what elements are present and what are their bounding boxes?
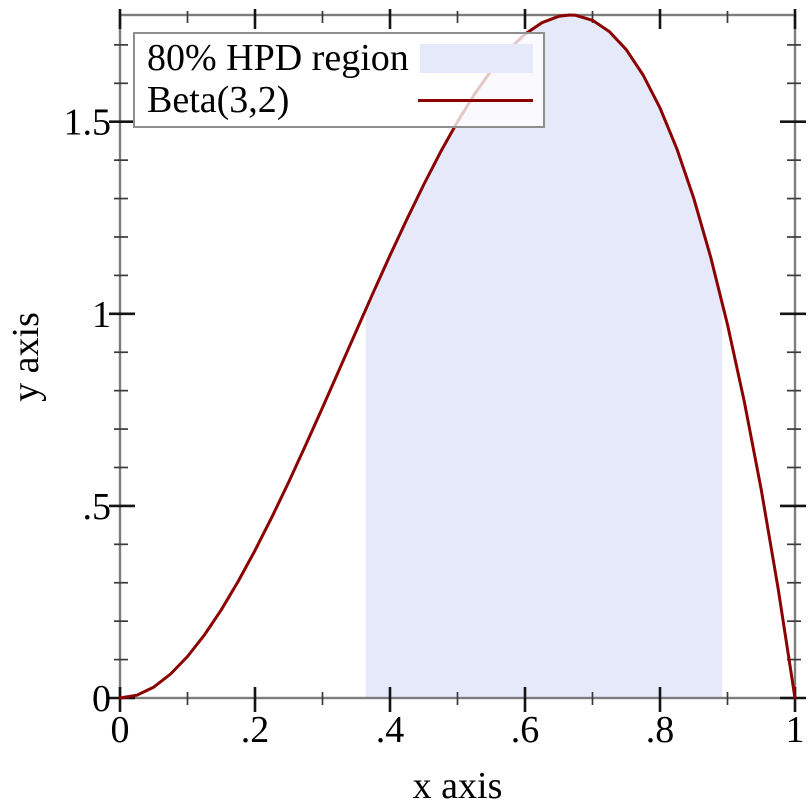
legend-swatch-hpd-area xyxy=(420,43,533,73)
y-tick-label: 0 xyxy=(92,678,111,720)
x-axis-title: x axis xyxy=(412,765,503,807)
x-tick-label: 0 xyxy=(111,709,130,751)
x-tick-label: .6 xyxy=(511,709,540,751)
y-axis-title: y axis xyxy=(5,312,47,402)
y-tick-label: .5 xyxy=(83,486,112,528)
x-tick-label: .2 xyxy=(241,709,270,751)
legend-label-beta: Beta(3,2) xyxy=(147,79,290,121)
legend-swatch-beta-line xyxy=(418,98,533,102)
legend-row-hpd: 80% HPD region xyxy=(147,37,533,79)
legend-label-hpd: 80% HPD region xyxy=(147,37,409,79)
x-tick-label: 1 xyxy=(786,709,805,751)
x-tick-label: .4 xyxy=(376,709,405,751)
legend: 80% HPD region Beta(3,2) xyxy=(133,32,545,128)
y-tick-label: 1 xyxy=(92,294,111,336)
hpd-region-fill xyxy=(365,15,723,698)
y-tick-label: 1.5 xyxy=(64,102,112,144)
x-tick-label: .8 xyxy=(646,709,675,751)
legend-row-beta: Beta(3,2) xyxy=(147,79,533,121)
